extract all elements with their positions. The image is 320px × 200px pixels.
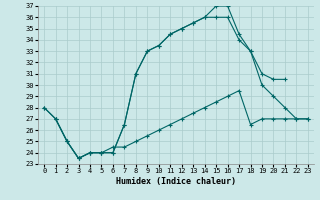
X-axis label: Humidex (Indice chaleur): Humidex (Indice chaleur) <box>116 177 236 186</box>
